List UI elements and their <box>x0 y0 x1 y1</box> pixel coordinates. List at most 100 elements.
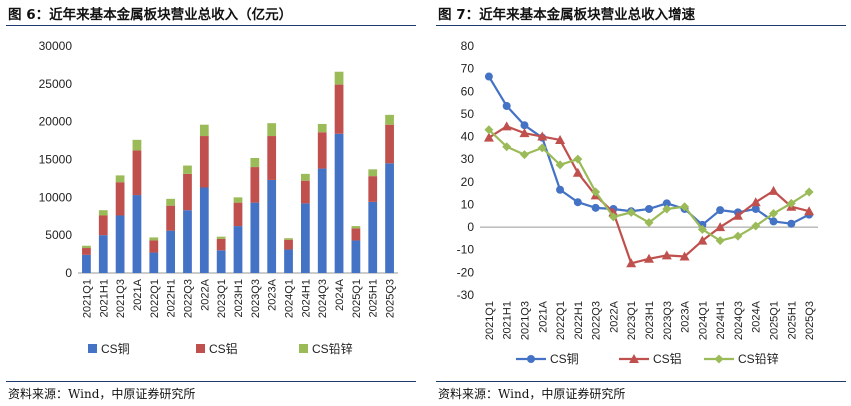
bar-segment <box>132 195 142 273</box>
bar-segment <box>216 236 226 239</box>
bar-segment <box>351 228 361 241</box>
bar-segment <box>98 235 108 273</box>
data-point <box>644 253 654 263</box>
bar-segment <box>166 205 176 231</box>
y-tick-label: 80 <box>461 39 475 53</box>
x-tick-label: 2021A <box>132 278 144 310</box>
data-point <box>626 207 636 217</box>
x-tick-label: 2023Q1 <box>216 279 228 318</box>
bar-segment <box>284 238 293 240</box>
figure-7-panel: 图 7：近年来基本金属板块营业总收入增速 -30 -20 -10 0 10 20 30 40 5… <box>436 0 846 406</box>
data-point <box>733 231 743 241</box>
data-point <box>697 224 707 234</box>
y-tick-label: 60 <box>461 84 475 98</box>
bar-segment <box>132 150 142 196</box>
x-tick-label: 2023A <box>267 278 279 310</box>
x-tick-label: 2023H1 <box>233 279 245 318</box>
data-point <box>769 209 779 219</box>
bar-segment <box>317 168 327 273</box>
data-point <box>750 197 761 207</box>
data-point <box>591 203 600 212</box>
bar-segment <box>98 215 108 236</box>
series-line <box>488 125 810 265</box>
x-tick-label: 2023Q1 <box>626 301 638 340</box>
x-tick-label: 2022H1 <box>166 279 178 318</box>
x-tick-label: 2022A <box>199 278 211 310</box>
bar-segment <box>267 123 277 137</box>
data-point <box>751 204 760 213</box>
x-tick-label: 2022Q3 <box>182 279 194 318</box>
y-tick-label: 70 <box>461 62 475 76</box>
y-tick-label: 10000 <box>39 190 73 204</box>
x-tick-label: 2021Q3 <box>115 279 127 318</box>
x-tick-label: 2025Q3 <box>804 301 816 340</box>
bar-segment <box>284 239 293 250</box>
data-point <box>483 132 494 142</box>
bar-segment <box>368 176 378 202</box>
x-tick-label: 2025H1 <box>368 279 380 318</box>
x-tick-label: 2022Q3 <box>591 301 603 340</box>
y-tick-label: 20000 <box>39 115 73 129</box>
data-point <box>680 202 690 212</box>
bar-segment <box>233 202 243 227</box>
figure-6-panel: 图 6：近年来基本金属板块营业总收入（亿元） 0 5000 10000 15000 20… <box>6 0 416 406</box>
x-tick-label: 2022A <box>608 300 620 332</box>
bar-segment <box>115 175 125 183</box>
data-point <box>519 128 530 138</box>
data-point <box>608 212 618 222</box>
x-tick-label: 2024A <box>751 300 763 332</box>
x-tick-label: 2025Q1 <box>351 279 363 318</box>
legend-marker <box>629 354 639 363</box>
y-tick-label: 25000 <box>39 77 73 91</box>
bar-segment <box>351 226 361 229</box>
data-point <box>768 185 779 195</box>
data-point <box>804 206 815 216</box>
bar-segment <box>317 123 327 133</box>
data-point <box>661 250 672 260</box>
x-tick-label: 2023Q3 <box>250 279 262 318</box>
y-tick-label: -10 <box>457 243 475 257</box>
y-tick-label: 20 <box>461 175 475 189</box>
figure-7-source: 资料来源：Wind，中原证券研究所 <box>438 387 626 401</box>
data-point <box>484 125 494 135</box>
legend-label: CS铅锌 <box>738 352 779 366</box>
data-point <box>555 160 565 170</box>
x-tick-label: 2021Q1 <box>484 301 496 340</box>
data-point <box>716 206 725 215</box>
data-point <box>502 142 512 152</box>
data-point <box>537 131 548 141</box>
bar-segment <box>82 248 91 255</box>
y-tick-label: -20 <box>457 265 475 279</box>
bar-segment <box>300 173 310 181</box>
data-point <box>645 204 653 213</box>
x-tick-label: 2024Q3 <box>733 301 745 340</box>
y-tick-label: 0 <box>65 266 72 280</box>
data-point <box>591 187 601 197</box>
x-tick-label: 2021Q3 <box>519 301 531 340</box>
title-rule <box>436 25 846 26</box>
bar-segment <box>115 215 125 273</box>
bar-segment <box>250 202 260 273</box>
y-tick-label: 30000 <box>39 39 73 53</box>
data-point <box>555 134 566 144</box>
data-point <box>787 219 796 228</box>
bar-segment <box>183 165 192 174</box>
bar-segment <box>267 136 277 180</box>
revenue-stacked-bar-chart: 0 5000 10000 15000 20000 25000 30000 2021Q1 2021… <box>39 39 398 356</box>
bar-segment <box>149 237 159 241</box>
bar-segment <box>317 132 327 169</box>
source-rule <box>6 381 416 382</box>
source-rule <box>436 381 846 382</box>
data-point <box>662 199 671 208</box>
legend-swatch <box>88 344 97 353</box>
x-tick-label: 2024H1 <box>300 279 312 318</box>
data-point <box>502 101 511 110</box>
legend-marker <box>714 354 724 364</box>
bar-segment <box>300 180 310 204</box>
bar-segment <box>149 240 159 253</box>
x-tick-label: 2021Q1 <box>81 279 93 318</box>
bar-segment <box>368 169 378 177</box>
legend-label: CS铝 <box>653 351 682 366</box>
data-point <box>715 222 726 232</box>
bar-segment <box>334 133 344 273</box>
